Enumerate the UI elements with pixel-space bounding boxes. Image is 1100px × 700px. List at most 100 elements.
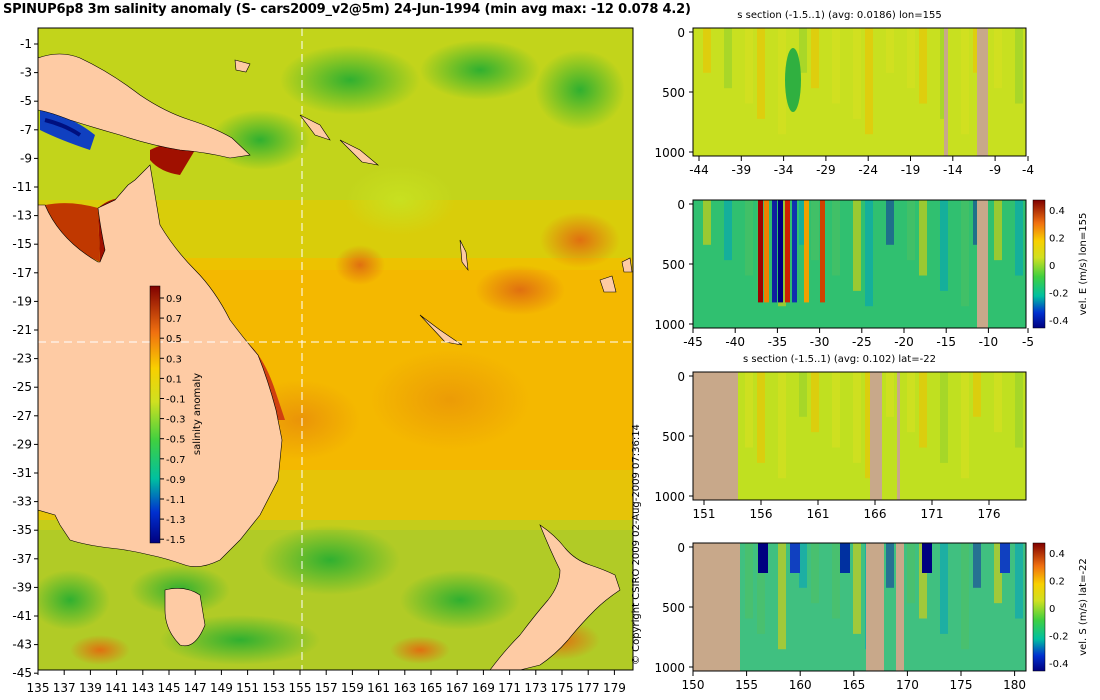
section-y-label: 0 bbox=[677, 370, 685, 384]
section-x-label: -35 bbox=[768, 335, 788, 349]
section-band bbox=[745, 28, 753, 104]
section-side-label: vel. E (m/s) lon=155 bbox=[1078, 213, 1089, 316]
section-land bbox=[693, 372, 738, 500]
section-band bbox=[886, 200, 894, 245]
longitude-labels: 135 137 139 141 143 145 147 149 151 153 155 157 159 1… bbox=[27, 670, 626, 695]
section-band bbox=[865, 372, 873, 479]
lat-label: -39 bbox=[12, 580, 32, 594]
lat-label: -9 bbox=[20, 151, 32, 165]
section-y-label: 1000 bbox=[654, 661, 685, 675]
section-band bbox=[940, 543, 948, 634]
colorbar-tick-label: -0.1 bbox=[166, 395, 186, 406]
lon-label: 177 bbox=[577, 681, 600, 695]
section-band bbox=[811, 28, 819, 89]
section-y-label: 0 bbox=[677, 26, 685, 40]
section-x-label: -34 bbox=[774, 163, 794, 177]
section-band bbox=[961, 28, 969, 135]
section-band bbox=[994, 543, 1002, 604]
colorbar-tick-label: 0.7 bbox=[166, 314, 182, 325]
section-band bbox=[973, 372, 981, 417]
section-band bbox=[811, 543, 819, 604]
colorbar-tick-label: 0.9 bbox=[166, 294, 182, 305]
lat-label: -13 bbox=[12, 209, 32, 223]
section-x-label: -5 bbox=[1022, 335, 1034, 349]
section-y-label: 500 bbox=[662, 86, 685, 100]
section-panel-s-lat: s section (-1.5..1) (avg: 0.102) lat=-22… bbox=[654, 354, 1027, 521]
velocity-streak bbox=[790, 543, 800, 573]
section-x-label: 161 bbox=[807, 507, 830, 521]
velocity-colorbar-tick: 0.4 bbox=[1049, 549, 1065, 560]
section-x-label: -19 bbox=[901, 163, 921, 177]
lon-label: 135 bbox=[27, 681, 50, 695]
section-band bbox=[853, 372, 861, 463]
velocity-colorbar-tick: -0.4 bbox=[1049, 316, 1069, 327]
velocity-streak bbox=[840, 543, 850, 573]
section-band bbox=[811, 372, 819, 433]
section-band bbox=[832, 28, 840, 104]
salinity-feature bbox=[785, 48, 801, 112]
lon-label: 167 bbox=[446, 681, 469, 695]
colorbar-tick-label: 0.1 bbox=[166, 374, 182, 385]
section-band bbox=[865, 28, 873, 135]
section-x-label: 171 bbox=[921, 507, 944, 521]
section-land bbox=[944, 28, 948, 156]
section-band bbox=[799, 543, 807, 588]
section-band bbox=[907, 28, 915, 89]
section-x-label: -30 bbox=[810, 335, 830, 349]
velocity-streak bbox=[1000, 543, 1010, 573]
lat-label: -33 bbox=[12, 495, 32, 509]
section-band bbox=[799, 372, 807, 417]
section-land bbox=[896, 543, 904, 671]
velocity-streak bbox=[922, 543, 932, 573]
lat-label: -37 bbox=[12, 552, 32, 566]
section-side-label: vel. S (m/s) lat=-22 bbox=[1078, 558, 1089, 656]
lon-label: 149 bbox=[210, 681, 233, 695]
section-band bbox=[757, 28, 765, 119]
velocity-colorbar-tick: -0.2 bbox=[1049, 289, 1069, 300]
lon-label: 169 bbox=[472, 681, 495, 695]
section-band bbox=[724, 200, 732, 261]
section-x-label: -4 bbox=[1022, 163, 1034, 177]
lon-label: 143 bbox=[131, 681, 154, 695]
velocity-colorbar bbox=[1032, 199, 1046, 329]
lon-label: 179 bbox=[603, 681, 626, 695]
lat-label: -43 bbox=[12, 638, 32, 652]
velocity-colorbar-tick: 0.2 bbox=[1049, 234, 1065, 245]
lon-label: 139 bbox=[79, 681, 102, 695]
lon-label: 145 bbox=[158, 681, 181, 695]
velocity-streak bbox=[772, 200, 777, 303]
lat-label: -3 bbox=[20, 66, 32, 80]
section-x-label: -39 bbox=[731, 163, 751, 177]
map-plot-area bbox=[38, 28, 633, 670]
lat-label: -29 bbox=[12, 437, 32, 451]
velocity-colorbar-tick: 0 bbox=[1049, 604, 1055, 615]
section-x-label: -44 bbox=[689, 163, 709, 177]
section-band bbox=[745, 543, 753, 619]
lon-label: 173 bbox=[524, 681, 547, 695]
section-land bbox=[977, 200, 988, 328]
section-panel-vs-lat: 0 500 1000 150 155 160 165 170 175 180 0.4 0.2 0 -0.2… bbox=[654, 541, 1089, 692]
lon-label: 147 bbox=[184, 681, 207, 695]
colorbar-tick-label: 0.5 bbox=[166, 334, 182, 345]
section-band bbox=[940, 200, 948, 291]
lat-label: -27 bbox=[12, 409, 32, 423]
lon-label: 155 bbox=[289, 681, 312, 695]
velocity-streak bbox=[804, 200, 809, 303]
velocity-colorbar-tick: -0.4 bbox=[1049, 659, 1069, 670]
lat-label: -15 bbox=[12, 237, 32, 251]
section-panel-s-lon: s section (-1.5..1) (avg: 0.0186) lon=15… bbox=[654, 10, 1034, 177]
section-band bbox=[907, 200, 915, 261]
velocity-colorbar-tick: 0 bbox=[1049, 261, 1055, 272]
section-land bbox=[977, 28, 988, 156]
section-x-label: 160 bbox=[789, 678, 812, 692]
section-panels: s section (-1.5..1) (avg: 0.0186) lon=15… bbox=[654, 10, 1089, 692]
lat-label: -31 bbox=[12, 466, 32, 480]
velocity-colorbar-tick: 0.4 bbox=[1049, 206, 1065, 217]
section-x-label: 151 bbox=[693, 507, 716, 521]
lat-label: -45 bbox=[12, 666, 32, 680]
section-x-label: -29 bbox=[816, 163, 836, 177]
section-x-label: -24 bbox=[858, 163, 878, 177]
section-band bbox=[757, 543, 765, 634]
lat-label: -5 bbox=[20, 94, 32, 108]
